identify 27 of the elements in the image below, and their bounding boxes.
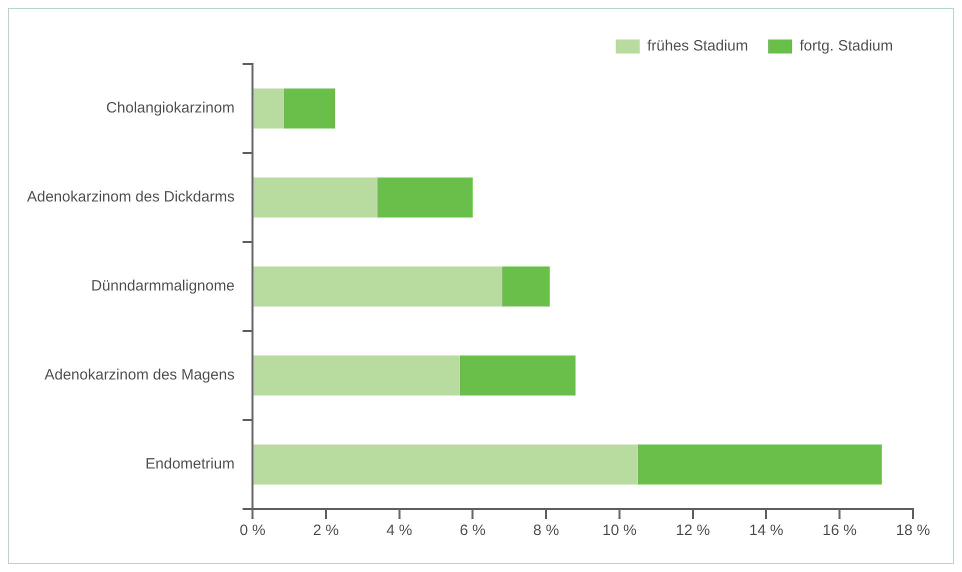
bar [284, 88, 336, 129]
legend-label: frühes Stadium [647, 38, 748, 55]
x-tick-label: 12 % [676, 522, 710, 540]
x-tick-label: 8 % [533, 522, 560, 540]
bar [638, 444, 882, 485]
x-tick-label: 0 % [240, 522, 266, 540]
bar [460, 355, 576, 396]
y-tick-label: Dünndarmmalignome [91, 278, 235, 295]
x-tick-label: 2 % [313, 522, 339, 540]
bar [254, 177, 378, 218]
y-tick-label: Endometrium [145, 456, 235, 473]
x-tick-label: 14 % [749, 522, 784, 540]
bar [254, 266, 502, 307]
x-tick-label: 6 % [460, 522, 486, 540]
y-tick-label: Adenokarzinom des Dickdarms [26, 188, 235, 206]
bar [502, 266, 550, 307]
bar [254, 444, 638, 485]
bar [377, 177, 473, 218]
bar [254, 88, 284, 129]
bar [254, 355, 460, 396]
legend-label: fortg. Stadium [800, 38, 894, 55]
x-tick-label: 18 % [896, 522, 930, 540]
y-tick-label: Cholangiokarzinom [106, 100, 235, 117]
x-tick-label: 16 % [822, 522, 857, 540]
x-tick-label: 4 % [386, 522, 412, 540]
y-tick-label: Adenokarzinom des Magens [44, 366, 235, 384]
x-tick-label: 10 % [602, 522, 637, 540]
